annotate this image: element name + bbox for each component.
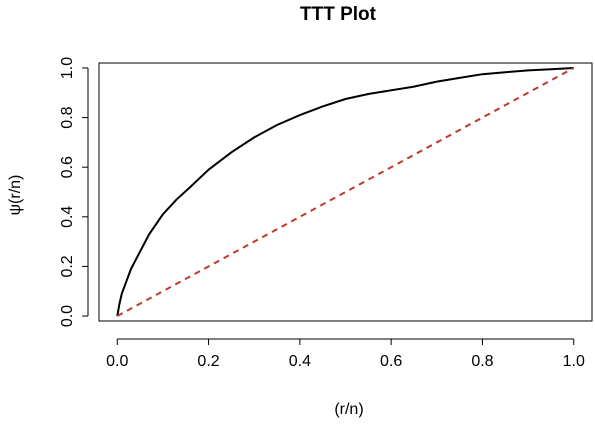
- x-axis: 0.0 0.2 0.4 0.6 0.8 1.0: [106, 338, 585, 370]
- x-tick-label: 0.6: [380, 353, 402, 370]
- x-tick-label: 0.2: [197, 353, 219, 370]
- x-tick-label: 0.8: [471, 353, 493, 370]
- y-axis: 0.0 0.2 0.4 0.6 0.8 1.0: [59, 57, 89, 327]
- series-layer: [116, 67, 575, 317]
- x-tick-label: 1.0: [563, 353, 585, 370]
- y-tick-label: 1.0: [59, 57, 76, 79]
- y-tick-label: 0.8: [59, 106, 76, 128]
- reference-diagonal-line: [116, 67, 575, 317]
- plot-frame: [98, 62, 593, 322]
- y-tick-label: 0.0: [59, 305, 76, 327]
- chart-title: TTT Plot: [300, 4, 377, 25]
- ttt-curve-line: [116, 67, 574, 317]
- x-axis-label: (r/n): [334, 401, 363, 418]
- y-tick-label: 0.6: [59, 156, 76, 178]
- y-tick-label: 0.4: [59, 206, 76, 228]
- y-axis-label: ψ(r/n): [7, 175, 24, 216]
- x-tick-label: 0.0: [106, 353, 128, 370]
- y-tick-label: 0.2: [59, 255, 76, 277]
- x-tick-label: 0.4: [289, 353, 311, 370]
